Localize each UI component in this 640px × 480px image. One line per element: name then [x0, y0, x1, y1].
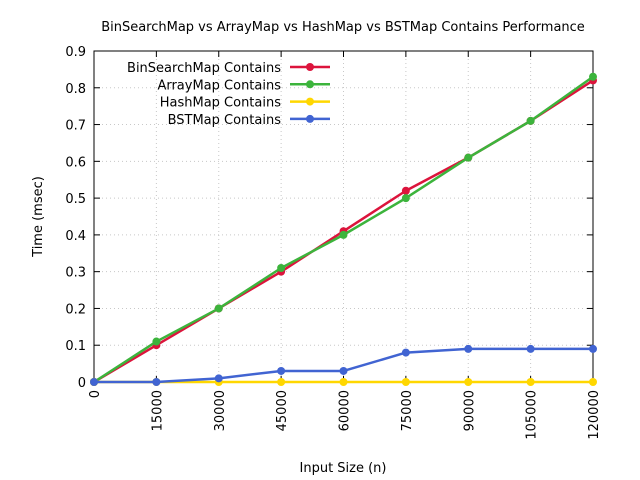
y-tick-label: 0 [78, 376, 86, 391]
data-point [401, 186, 410, 195]
x-tick-label: 105000 [525, 390, 540, 440]
y-tick-label: 0.9 [65, 45, 86, 60]
data-point [464, 344, 473, 353]
y-axis-label: Time (msec) [31, 176, 46, 258]
data-point [526, 378, 535, 386]
legend-swatch-marker [306, 80, 314, 89]
x-tick-label: 120000 [587, 390, 602, 440]
series-layer [90, 72, 597, 386]
x-tick-label: 60000 [338, 390, 353, 431]
x-tick-label: 15000 [150, 390, 165, 431]
data-point [339, 378, 348, 386]
y-tick-label: 0.5 [65, 192, 86, 207]
y-tick-label: 0.7 [65, 119, 86, 134]
y-axis: 0 0.1 0.2 0.3 0.4 0.5 0.6 0.7 0.8 0.9 [65, 45, 593, 391]
data-point [526, 116, 535, 125]
data-point [214, 374, 223, 383]
data-point [90, 378, 98, 386]
y-tick-label: 0.2 [65, 302, 86, 317]
legend-label: BSTMap Contains [168, 113, 282, 128]
data-point [401, 348, 410, 357]
legend: BinSearchMap Contains ArrayMap Contains Ha… [127, 61, 330, 128]
x-tick-label: 45000 [275, 390, 290, 431]
data-point [339, 366, 348, 375]
legend-label: HashMap Contains [160, 96, 282, 111]
y-tick-label: 0.6 [65, 155, 86, 170]
legend-swatch-marker [306, 63, 314, 71]
chart-title: BinSearchMap vs ArrayMap vs HashMap vs B… [101, 20, 585, 35]
data-point [277, 366, 286, 375]
series-3 [90, 344, 597, 386]
data-point [401, 194, 410, 203]
data-point [464, 153, 473, 162]
data-point [277, 263, 286, 272]
x-tick-label: 30000 [213, 390, 228, 431]
y-tick-label: 0.1 [65, 339, 86, 354]
legend-swatch-marker [306, 114, 314, 123]
data-point [214, 304, 223, 313]
data-point [589, 344, 597, 353]
legend-swatch-marker [306, 97, 314, 106]
data-point [277, 378, 286, 386]
data-point [589, 378, 597, 386]
data-point [401, 378, 410, 386]
legend-label: BinSearchMap Contains [127, 61, 281, 76]
x-tick-label: 0 [88, 390, 103, 398]
y-tick-label: 0.8 [65, 82, 86, 97]
x-tick-label: 90000 [462, 390, 477, 431]
data-point [464, 378, 473, 386]
data-point [589, 72, 597, 81]
data-point [152, 337, 161, 346]
y-tick-label: 0.3 [65, 266, 86, 281]
data-point [526, 344, 535, 353]
y-tick-label: 0.4 [65, 229, 86, 244]
legend-label: ArrayMap Contains [157, 78, 281, 93]
data-point [339, 230, 348, 239]
x-axis-label: Input Size (n) [300, 461, 387, 476]
x-tick-label: 75000 [400, 390, 415, 431]
data-point [152, 378, 161, 386]
